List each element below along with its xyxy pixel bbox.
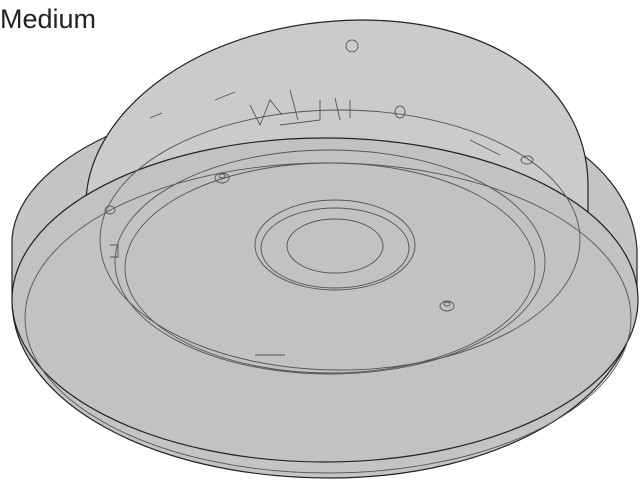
screws [104, 39, 534, 312]
label: Medium [0, 4, 96, 34]
lens-inner [286, 218, 384, 274]
lens-outer [254, 199, 416, 291]
lens-outer2 [260, 207, 410, 289]
inner-plate [114, 149, 546, 375]
rim [11, 137, 639, 463]
inner-ring [99, 109, 581, 371]
internal-parts [110, 89, 501, 356]
inner-plate-edge [124, 162, 536, 374]
